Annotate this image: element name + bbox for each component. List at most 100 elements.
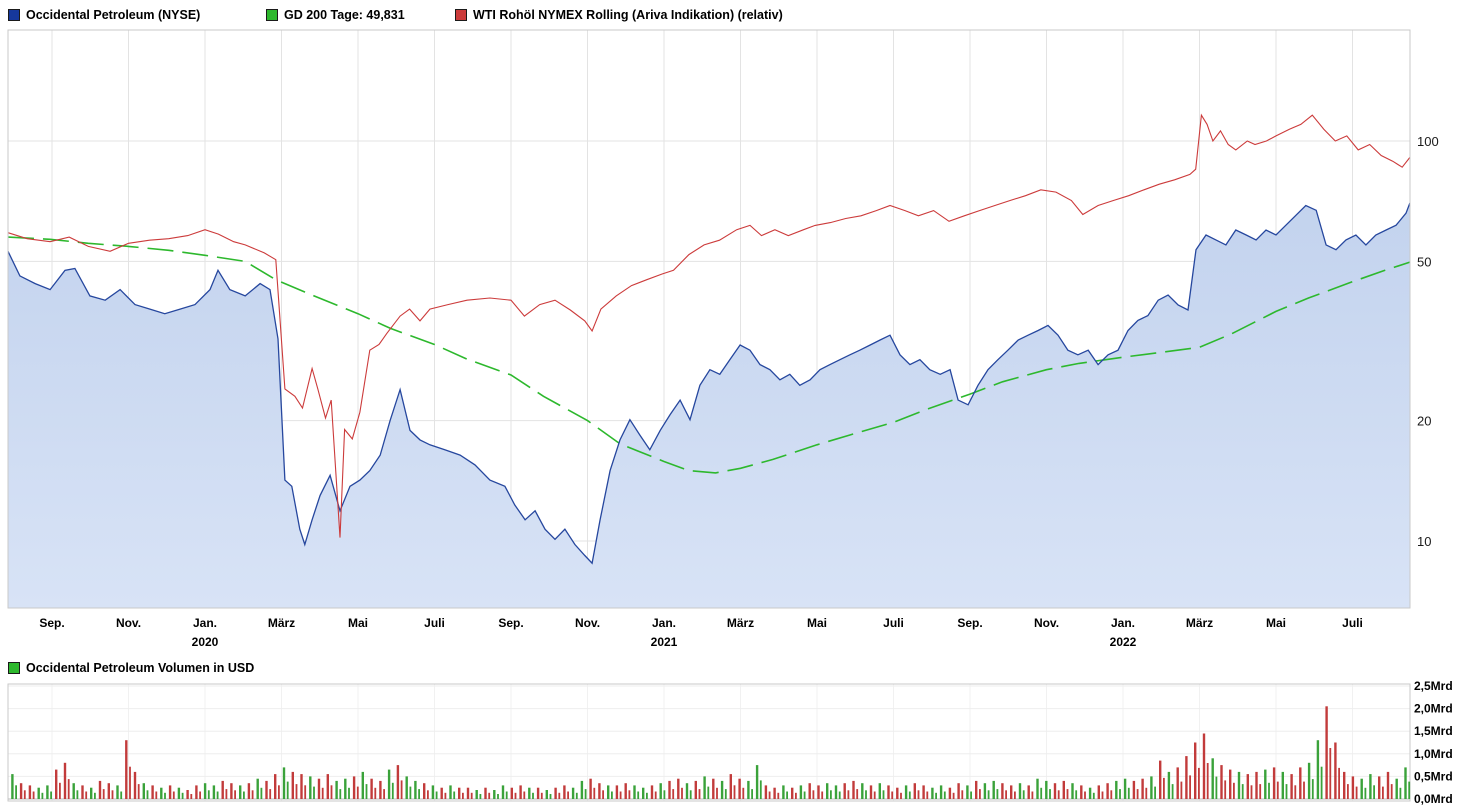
price-y-tick-label: 10: [1417, 534, 1431, 549]
volume-bar-sub: [575, 792, 578, 799]
x-tick-label: Sep.: [957, 616, 982, 630]
volume-bar-sub: [1294, 785, 1297, 799]
volume-bar: [519, 785, 522, 799]
volume-bar-sub: [409, 786, 412, 799]
volume-bar-sub: [1014, 791, 1016, 799]
volume-bar-sub: [540, 792, 543, 799]
volume-bar: [142, 783, 145, 799]
volume-bar-sub: [751, 789, 753, 799]
volume-bar-sub: [1171, 784, 1174, 799]
price-y-tick-label: 50: [1417, 254, 1431, 269]
volume-bar-sub: [847, 790, 850, 799]
volume-bar-sub: [339, 789, 342, 799]
volume-bar-sub: [1136, 789, 1139, 799]
volume-bar-sub: [873, 791, 876, 799]
volume-bar-sub: [50, 791, 52, 799]
volume-bar-sub: [1382, 786, 1384, 799]
volume-bar: [291, 771, 294, 799]
volume-bar-sub: [111, 790, 114, 799]
volume-bar: [19, 783, 23, 799]
volume-bar: [11, 774, 14, 799]
volume-bar-sub: [278, 785, 280, 799]
volume-bar-sub: [1268, 782, 1270, 799]
volume-bar-sub: [172, 791, 175, 799]
volume-bar: [615, 785, 619, 799]
volume-bar: [957, 783, 960, 799]
volume-bar-sub: [462, 792, 464, 799]
oxy-swatch-icon: [8, 9, 20, 21]
volume-bar-sub: [1101, 791, 1104, 799]
volume-bar: [1097, 785, 1100, 799]
x-tick-label: März: [1186, 616, 1213, 630]
volume-bar-sub: [321, 787, 324, 799]
volume-bar-sub: [1145, 787, 1148, 799]
volume-bar: [808, 783, 811, 799]
volume-bar: [1115, 780, 1118, 799]
volume-bar-sub: [427, 790, 429, 799]
volume-bar-sub: [584, 789, 587, 799]
volume-bar-sub: [94, 792, 96, 799]
volume-bar: [370, 778, 373, 799]
volume-bar-sub: [146, 790, 149, 799]
year-label: 2020: [192, 635, 219, 649]
volume-bar: [773, 787, 776, 799]
volume-bar: [764, 785, 768, 799]
volume-bar: [449, 785, 452, 799]
volume-bar: [1194, 742, 1197, 799]
volume-plot-frame: [7, 683, 1411, 802]
volume-bar: [624, 783, 627, 799]
volume-bar: [861, 783, 864, 799]
volume-bar: [510, 787, 513, 799]
volume-bar: [782, 785, 785, 799]
volume-bar: [878, 783, 881, 799]
volume-bar-sub: [567, 791, 569, 799]
volume-bar: [598, 783, 601, 799]
volume-bar-sub: [251, 790, 254, 799]
price-line: [7, 202, 1411, 565]
volume-bar: [896, 787, 899, 799]
price-y-tick-label: 20: [1417, 414, 1431, 429]
volume-bar: [948, 787, 952, 799]
volume-bar-sub: [672, 789, 675, 799]
volume-bar: [1299, 767, 1302, 799]
volume-bar-sub: [1285, 784, 1288, 799]
volume-bar: [247, 783, 251, 799]
volume-bar-sub: [234, 790, 236, 799]
volume-bar-sub: [803, 791, 806, 799]
volume-bar-sub: [1311, 779, 1314, 799]
volume-bar: [344, 778, 347, 799]
volume-bar: [1141, 778, 1144, 799]
volume-bar: [37, 787, 40, 799]
volume-bar: [1018, 783, 1022, 799]
volume-bar: [1290, 774, 1293, 799]
gd200-swatch-icon: [266, 9, 278, 21]
volume-bar: [1404, 767, 1407, 799]
volume-bar: [843, 783, 846, 799]
volume-bar: [1088, 787, 1092, 799]
volume-bar: [1062, 780, 1065, 799]
volume-y-tick-label: 1,5Mrd: [1414, 724, 1453, 738]
volume-bar: [168, 785, 172, 799]
volume-bar: [116, 785, 119, 799]
volume-bar: [484, 787, 487, 799]
volume-bar: [755, 765, 759, 799]
volume-bar: [1045, 780, 1048, 799]
volume-bar-sub: [619, 791, 622, 799]
volume-bar-sub: [812, 790, 815, 799]
volume-bar-sub: [856, 789, 859, 799]
volume-bar-sub: [1127, 787, 1130, 799]
volume-bar: [1202, 733, 1206, 799]
volume-bar-sub: [400, 780, 403, 799]
x-tick-label: Mai: [348, 616, 368, 630]
volume-bar: [1176, 767, 1179, 799]
volume-bar-sub: [917, 790, 920, 799]
volume-bar-sub: [102, 789, 105, 799]
wti-swatch-icon: [455, 9, 467, 21]
legend-item-wti: WTI Rohöl NYMEX Rolling (Ariva Indikatio…: [455, 8, 783, 22]
volume-bar: [1325, 706, 1328, 799]
volume-swatch-icon: [8, 662, 20, 674]
volume-bar: [983, 783, 987, 799]
volume-bar-sub: [374, 787, 377, 799]
volume-bar-sub: [391, 782, 394, 799]
